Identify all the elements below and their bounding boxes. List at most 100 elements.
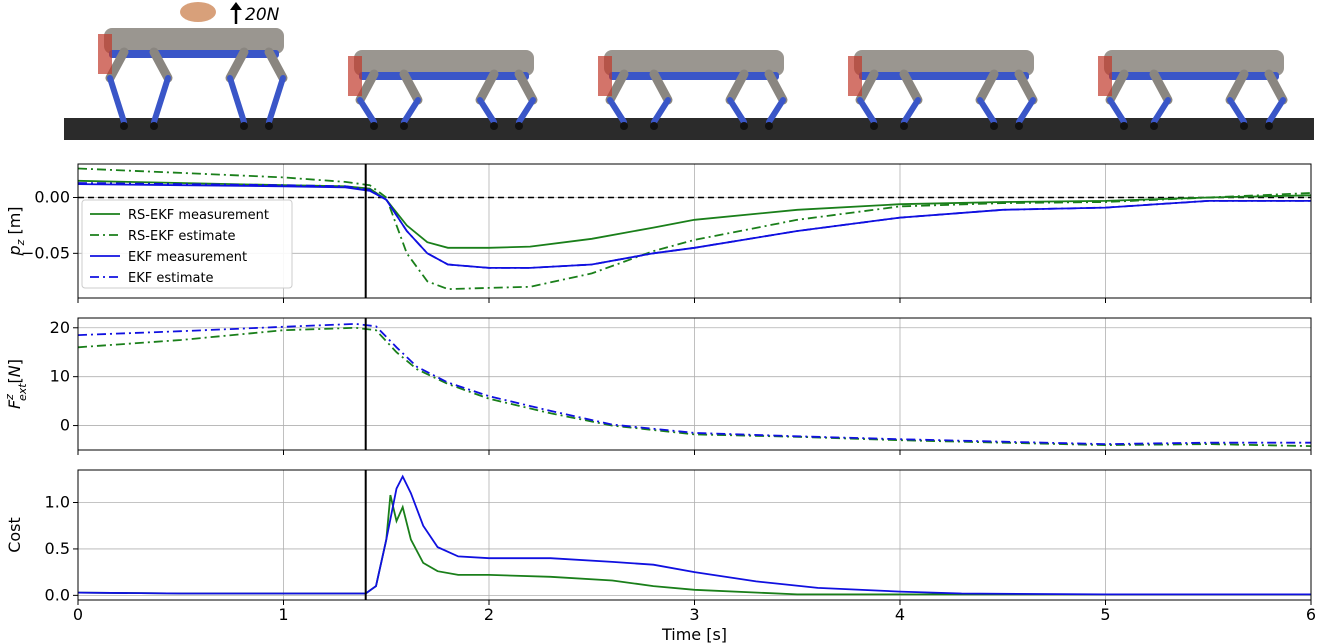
robot-shin <box>1151 97 1171 125</box>
robot-frame <box>348 50 538 130</box>
robot-shin <box>107 75 127 125</box>
robot-thigh <box>855 69 879 105</box>
arrow-head-icon <box>230 2 242 10</box>
y-axis-label: Cost <box>5 517 24 553</box>
robot-shin <box>151 75 171 125</box>
y-tick-label: 1.0 <box>45 493 70 512</box>
legend-label: EKF estimate <box>128 271 214 286</box>
robot-foot <box>370 122 378 130</box>
robot-shin <box>516 97 536 125</box>
panel-cost: 0.0 0.5 1.0 0 1 2 3 4 5 6 Cost Time [s] <box>5 469 1316 643</box>
y-tick-label: 0.0 <box>45 585 70 604</box>
legend-box <box>81 199 293 289</box>
y-tick-label: −0.05 <box>21 243 70 262</box>
force-annotation: 20N <box>230 2 280 25</box>
robot-thigh <box>764 69 788 105</box>
robot-body-trim <box>1109 72 1279 80</box>
series-line <box>77 182 1311 269</box>
robot-foot <box>400 122 408 130</box>
series-line <box>77 474 1311 596</box>
panel-force: 20 10 0 Fzext[N] <box>3 317 1312 455</box>
robot-body <box>1104 50 1284 76</box>
robot-thigh <box>225 47 249 83</box>
y-tick-label: 0.5 <box>45 539 70 558</box>
robot-body-trim <box>609 72 779 80</box>
y-axis-label: pz [m] <box>5 206 27 256</box>
x-tick-label: 2 <box>484 605 494 624</box>
robot-body-trim <box>359 72 529 80</box>
robot-shin <box>857 97 877 125</box>
robot-cables <box>1098 56 1112 96</box>
y-tick-label: 20 <box>50 318 70 337</box>
robot-thigh <box>649 69 673 105</box>
robot-foot <box>765 122 773 130</box>
robot-thigh <box>475 69 499 105</box>
robot-shin <box>266 75 286 125</box>
robot-thigh <box>149 47 173 83</box>
robot-photo-strip <box>64 2 1314 140</box>
robot-shin <box>1266 97 1286 125</box>
robot-frame <box>598 50 788 130</box>
robot-foot <box>650 122 658 130</box>
x-tick-label: 6 <box>1306 605 1316 624</box>
robot-shin <box>227 75 247 125</box>
robot-shin <box>766 97 786 125</box>
robot-foot <box>1120 122 1128 130</box>
robot-foot <box>515 122 523 130</box>
robot-foot <box>150 122 158 130</box>
robot-thigh <box>605 69 629 105</box>
robot-foot <box>490 122 498 130</box>
y-axis-label: Fzext[N] <box>3 359 29 409</box>
x-tick-label: 5 <box>1100 605 1110 624</box>
legend-label: EKF measurement <box>128 250 247 265</box>
robot-shin <box>357 97 377 125</box>
robot-body <box>604 50 784 76</box>
robot-thigh <box>1264 69 1288 105</box>
robot-foot <box>1265 122 1273 130</box>
legend: RS-EKF measurement RS-EKF estimate EKF mea… <box>81 199 293 289</box>
robot-cables <box>598 56 612 96</box>
robot-shin <box>1107 97 1127 125</box>
robot-thigh <box>725 69 749 105</box>
robot-body-trim <box>859 72 1029 80</box>
robot-cables <box>98 34 112 74</box>
robot-thigh <box>975 69 999 105</box>
robot-thigh <box>105 47 129 83</box>
y-tick-label: 0.00 <box>34 188 70 207</box>
y-tick-label: 0 <box>60 416 70 435</box>
robot-foot <box>120 122 128 130</box>
robot-foot <box>990 122 998 130</box>
x-axis-label: Time [s] <box>661 625 727 643</box>
robot-thigh <box>1014 69 1038 105</box>
robot-shin <box>1016 97 1036 125</box>
series-line <box>77 167 1312 291</box>
robot-foot <box>1015 122 1023 130</box>
robot-thigh <box>264 47 288 83</box>
robot-shin <box>1227 97 1247 125</box>
robot-foot <box>870 122 878 130</box>
x-tick-label: 3 <box>689 605 699 624</box>
robot-foot <box>740 122 748 130</box>
robot-shin <box>977 97 997 125</box>
robot-thigh <box>1149 69 1173 105</box>
robot-foot <box>1240 122 1248 130</box>
robot-thigh <box>1225 69 1249 105</box>
robot-foot <box>620 122 628 130</box>
robot-thigh <box>399 69 423 105</box>
robot-shin <box>651 97 671 125</box>
robot-thigh <box>514 69 538 105</box>
series-line <box>77 326 1312 447</box>
robot-foot <box>900 122 908 130</box>
robot-body <box>354 50 534 76</box>
robot-frame <box>848 50 1038 130</box>
robot-body <box>104 28 284 54</box>
robot-foot <box>265 122 273 130</box>
robot-cables <box>848 56 862 96</box>
robot-shin <box>477 97 497 125</box>
x-tick-label: 1 <box>278 605 288 624</box>
force-label: 20N <box>245 5 280 25</box>
x-tick-label: 4 <box>895 605 905 624</box>
robot-foot <box>1150 122 1158 130</box>
y-tick-label: 10 <box>50 367 70 386</box>
